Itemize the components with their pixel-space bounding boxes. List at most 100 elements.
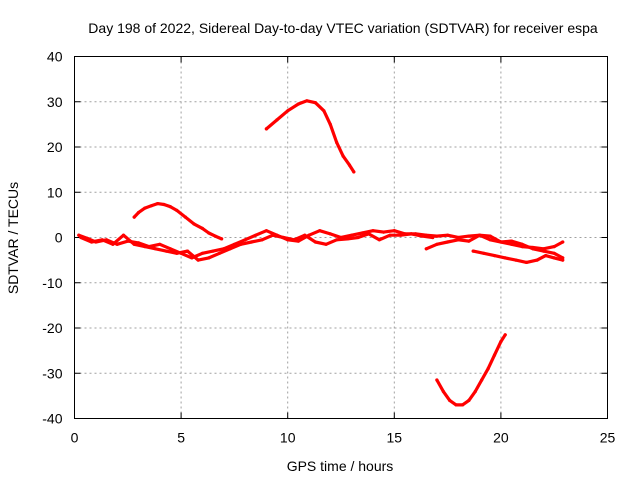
data-point	[175, 208, 179, 212]
data-point	[552, 251, 556, 255]
data-point	[264, 127, 268, 131]
data-point	[324, 242, 328, 246]
series-line-arc-high	[264, 99, 356, 174]
x-tick-label: 10	[280, 430, 296, 446]
y-tick-label: 20	[47, 139, 63, 155]
data-point	[296, 239, 300, 243]
data-point	[239, 242, 243, 246]
data-point	[382, 230, 386, 234]
data-point	[514, 258, 518, 262]
data-point	[347, 163, 352, 167]
data-point	[303, 233, 307, 237]
data-point	[524, 260, 529, 264]
data-point	[435, 378, 439, 382]
data-point	[510, 242, 514, 246]
data-point	[561, 240, 565, 244]
tick-labels: 0 5 10 15 20 25 -40 -30 -20 -10 0 10 20 30 40	[42, 49, 615, 446]
data-point	[478, 233, 482, 237]
data-point	[77, 233, 81, 237]
data-point	[164, 249, 168, 253]
data-point	[377, 238, 381, 242]
data-point	[121, 233, 126, 237]
data-point	[149, 204, 153, 208]
data-point	[243, 238, 247, 242]
series-line-band-b	[79, 232, 435, 262]
data-series	[77, 99, 565, 407]
data-point	[503, 333, 507, 337]
data-point	[132, 242, 136, 246]
data-point	[313, 101, 317, 105]
data-point	[305, 99, 309, 103]
data-point	[431, 235, 435, 240]
data-point	[100, 238, 104, 242]
data-point	[454, 403, 458, 407]
data-point	[510, 239, 514, 243]
data-point	[143, 245, 147, 249]
data-point	[345, 237, 349, 241]
x-tick-label: 20	[493, 430, 509, 446]
y-tick-label: -10	[42, 275, 62, 291]
data-point	[535, 258, 539, 262]
y-axis-label: SDTVAR / TECUs	[5, 182, 21, 294]
data-point	[424, 247, 428, 251]
data-point	[249, 240, 254, 244]
data-point	[456, 238, 460, 242]
y-tick-label: -20	[42, 320, 62, 336]
data-point	[388, 233, 392, 237]
data-point	[341, 154, 345, 158]
data-point	[552, 245, 556, 249]
data-point	[90, 240, 94, 244]
data-point	[371, 229, 375, 233]
data-point	[211, 249, 215, 253]
data-point	[467, 239, 471, 243]
data-point	[328, 232, 332, 236]
data-point	[183, 215, 187, 219]
data-point	[367, 232, 371, 236]
data-point	[503, 256, 507, 260]
series-line-band-d	[471, 249, 565, 264]
data-point	[254, 233, 258, 237]
data-point	[281, 235, 285, 240]
data-point	[132, 215, 136, 219]
data-point	[136, 211, 141, 215]
data-point	[292, 238, 296, 242]
data-point	[153, 247, 158, 251]
y-tick-label: 40	[47, 49, 63, 65]
data-point	[420, 234, 424, 238]
data-point	[392, 229, 396, 233]
data-point	[162, 202, 166, 207]
y-tick-label: 10	[47, 184, 63, 200]
plot-frame	[74, 56, 608, 419]
data-point	[488, 234, 492, 238]
data-point	[217, 251, 222, 255]
data-point	[441, 389, 445, 393]
data-point	[335, 140, 339, 145]
y-tick-label: 30	[47, 94, 63, 110]
data-point	[467, 234, 471, 238]
data-point	[499, 340, 503, 344]
series-line-band-c	[424, 233, 565, 260]
data-point	[322, 109, 326, 113]
data-point	[544, 254, 548, 258]
x-tick-label: 15	[387, 430, 403, 446]
data-point	[200, 226, 204, 230]
data-point	[448, 398, 452, 402]
data-point	[460, 403, 465, 407]
data-point	[143, 206, 147, 210]
data-point	[275, 118, 279, 122]
data-point	[328, 122, 332, 126]
data-point	[356, 235, 360, 240]
series-line-arc-low	[435, 333, 507, 407]
data-point	[271, 233, 275, 237]
data-point	[313, 240, 317, 244]
data-point	[492, 353, 497, 357]
data-point	[168, 205, 172, 209]
data-point	[264, 229, 268, 233]
data-point	[260, 238, 264, 242]
x-axis-label: GPS time / hours	[287, 458, 394, 474]
data-point	[520, 242, 524, 246]
y-tick-label: 0	[55, 230, 63, 246]
data-point	[318, 229, 322, 233]
data-point	[360, 231, 364, 235]
